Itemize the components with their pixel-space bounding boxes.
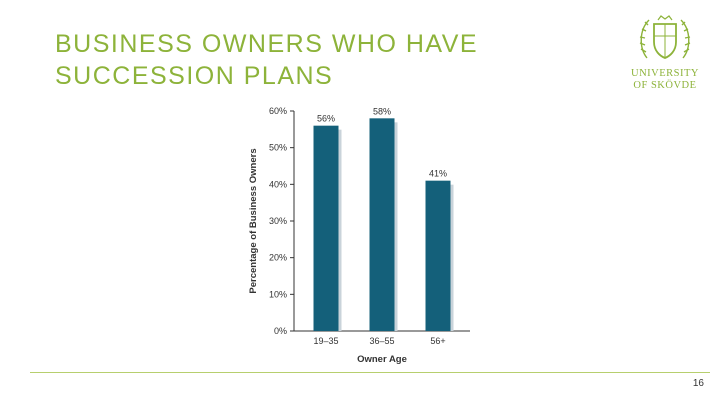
y-axis-title: Percentage of Business Owners (248, 148, 259, 293)
y-tick-label: 60% (269, 106, 287, 116)
bar-chart: 0% 10% 20% 30% 40% 50% 60% 56% 19–35 58% 36–55 41% 5… (238, 100, 478, 370)
x-tick-label: 56+ (430, 336, 445, 346)
bar-value-label: 41% (429, 169, 447, 179)
y-tick-label: 20% (269, 253, 287, 263)
y-tick-label: 40% (269, 179, 287, 189)
logo-line-2: OF SKÖVDE (633, 80, 697, 91)
y-tick-label: 30% (269, 216, 287, 226)
slide-title-line-2: SUCCESSION PLANS (55, 62, 334, 90)
x-tick-label: 19–35 (313, 336, 338, 346)
x-tick-label: 36–55 (369, 336, 394, 346)
university-crest-icon (639, 15, 691, 59)
footer-divider (30, 372, 710, 373)
bar (313, 125, 339, 332)
logo-line-1: UNIVERSITY (631, 68, 699, 79)
page-number: 16 (692, 378, 704, 389)
university-logo: UNIVERSITY OF SKÖVDE (620, 14, 710, 94)
bar-chart-svg: 0% 10% 20% 30% 40% 50% 60% 56% 19–35 58% 36–55 41% 5… (248, 106, 470, 365)
bar-value-label: 58% (373, 106, 391, 116)
bar (425, 180, 451, 331)
x-axis-title: Owner Age (357, 354, 407, 365)
slide-title-line-1: BUSINESS OWNERS WHO HAVE (55, 30, 479, 58)
y-tick-label: 0% (274, 326, 287, 336)
y-tick-label: 50% (269, 143, 287, 153)
y-tick-label: 10% (269, 289, 287, 299)
slide-title: BUSINESS OWNERS WHO HAVE SUCCESSION PLAN… (55, 28, 575, 92)
bar (369, 118, 395, 331)
bar-value-label: 56% (317, 114, 335, 124)
